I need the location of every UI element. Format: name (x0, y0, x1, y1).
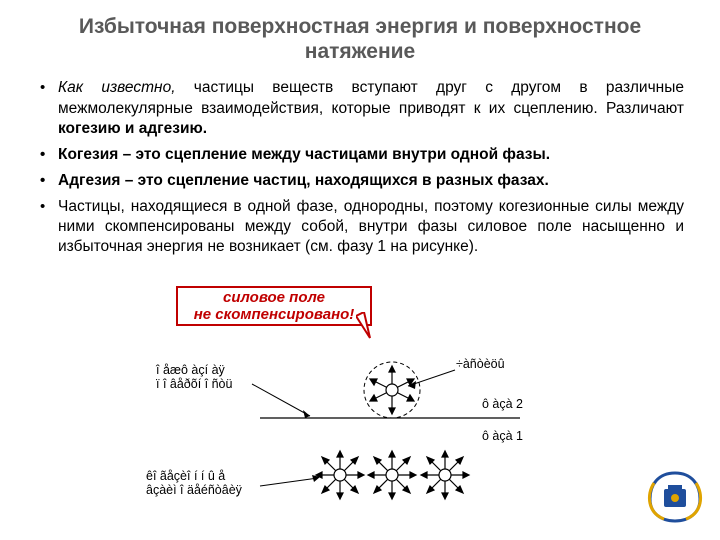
bullet-1-prefix: Как известно, (58, 79, 176, 96)
bullet-4: Частицы, находящиеся в одной фазе, однор… (36, 197, 684, 257)
bullet-2: Когезия – это сцепление между частицами … (36, 145, 684, 165)
callout-line1: силовое поле (223, 289, 325, 306)
diagram-label-interface-1: î åæô àçí àÿ (156, 364, 225, 378)
bullet-list: Как известно, частицы веществ вступают д… (36, 78, 684, 257)
bullet-3: Адгезия – это сцепление частиц, находящи… (36, 171, 684, 191)
callout-box: силовое поле не скомпенсировано! (176, 286, 372, 326)
bullet-1: Как известно, частицы веществ вступают д… (36, 78, 684, 138)
diagram-label-cohesion-1: êî ãåçèî í í û å (146, 470, 225, 484)
diagram-label-phase1: ô àçà 1 (482, 430, 523, 444)
university-logo-icon (644, 469, 706, 530)
diagram-label-interface-2: ï î âåðõí î ñòü (156, 378, 232, 392)
slide-title: Избыточная поверхностная энергия и повер… (36, 14, 684, 64)
bullet-1-bold: когезию и адгезию. (58, 120, 207, 137)
callout-line2: не скомпенсировано! (194, 306, 355, 323)
phase-diagram: î åæô àçí àÿ ï î âåðõí î ñòü ÷àñòèöû ô à… (160, 340, 560, 520)
callout-leader-icon (356, 312, 386, 342)
diagram-label-cohesion-2: âçàèì î äåéñòâèÿ (146, 484, 242, 498)
diagram-label-phase2: ô àçà 2 (482, 398, 523, 412)
slide: Избыточная поверхностная энергия и повер… (0, 0, 720, 540)
diagram-label-particles: ÷àñòèöû (456, 358, 505, 372)
